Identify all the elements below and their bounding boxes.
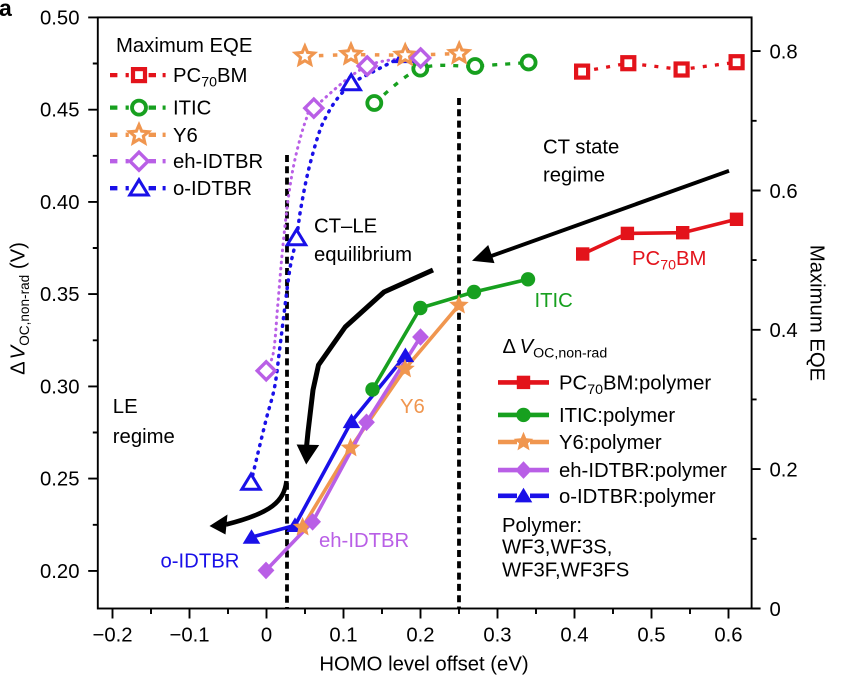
svg-text:0.3: 0.3: [483, 625, 511, 647]
svg-text:PC70BM:polymer: PC70BM:polymer: [559, 372, 711, 398]
svg-text:0.30: 0.30: [40, 376, 79, 398]
svg-text:0.1: 0.1: [329, 625, 357, 647]
svg-text:PC70BM: PC70BM: [632, 248, 706, 274]
svg-text:Y6:polymer: Y6:polymer: [559, 432, 662, 454]
svg-text:−0.2: −0.2: [92, 625, 132, 647]
svg-text:o-IDTBR:polymer: o-IDTBR:polymer: [559, 486, 716, 508]
svg-text:0.50: 0.50: [40, 7, 79, 29]
svg-text:HOMO level offset (eV): HOMO level offset (eV): [319, 654, 528, 676]
svg-text:Maximum EQE: Maximum EQE: [806, 245, 828, 381]
svg-text:eh-IDTBR: eh-IDTBR: [319, 530, 409, 552]
svg-text:regime: regime: [113, 426, 175, 448]
svg-text:0.40: 0.40: [40, 192, 79, 214]
svg-text:0.4: 0.4: [560, 625, 588, 647]
svg-text:0.45: 0.45: [40, 100, 79, 122]
svg-text:ITIC: ITIC: [173, 98, 211, 120]
svg-text:0.6: 0.6: [770, 181, 798, 203]
svg-text:Y6: Y6: [400, 396, 425, 418]
svg-text:LE: LE: [113, 396, 138, 418]
svg-text:0.2: 0.2: [406, 625, 434, 647]
svg-text:0: 0: [261, 625, 272, 647]
svg-text:a: a: [0, 0, 12, 21]
svg-text:0: 0: [770, 599, 781, 621]
svg-text:WF3F,WF3FS: WF3F,WF3FS: [502, 560, 629, 582]
svg-text:0.8: 0.8: [770, 41, 798, 63]
svg-text:0.2: 0.2: [770, 459, 798, 481]
svg-text:Maximum EQE: Maximum EQE: [116, 35, 252, 57]
svg-text:regime: regime: [543, 164, 605, 186]
svg-text:0.4: 0.4: [770, 320, 798, 342]
svg-text:ITIC:polymer: ITIC:polymer: [559, 405, 675, 427]
svg-text:ITIC: ITIC: [535, 290, 573, 312]
svg-text:0.35: 0.35: [40, 284, 79, 306]
svg-text:o-IDTBR: o-IDTBR: [173, 178, 252, 200]
svg-text:0.5: 0.5: [637, 625, 665, 647]
svg-text:eh-IDTBR:polymer: eh-IDTBR:polymer: [559, 460, 727, 482]
svg-text:0.20: 0.20: [40, 561, 79, 583]
svg-text:equilibrium: equilibrium: [314, 244, 412, 266]
svg-text:WF3,WF3S,: WF3,WF3S,: [502, 537, 612, 559]
svg-text:CT state: CT state: [543, 137, 619, 159]
svg-text:Polymer:: Polymer:: [502, 515, 582, 537]
svg-text:−0.1: −0.1: [169, 625, 209, 647]
svg-text:Y6: Y6: [173, 125, 198, 147]
svg-text:0.25: 0.25: [40, 469, 79, 491]
svg-text:eh-IDTBR: eh-IDTBR: [173, 151, 263, 173]
svg-text:o-IDTBR: o-IDTBR: [161, 551, 240, 573]
svg-text:CT–LE: CT–LE: [314, 215, 377, 237]
svg-text:0.6: 0.6: [714, 625, 742, 647]
svg-text:ΔVOC,non-rad (V): ΔVOC,non-rad (V): [8, 242, 33, 375]
